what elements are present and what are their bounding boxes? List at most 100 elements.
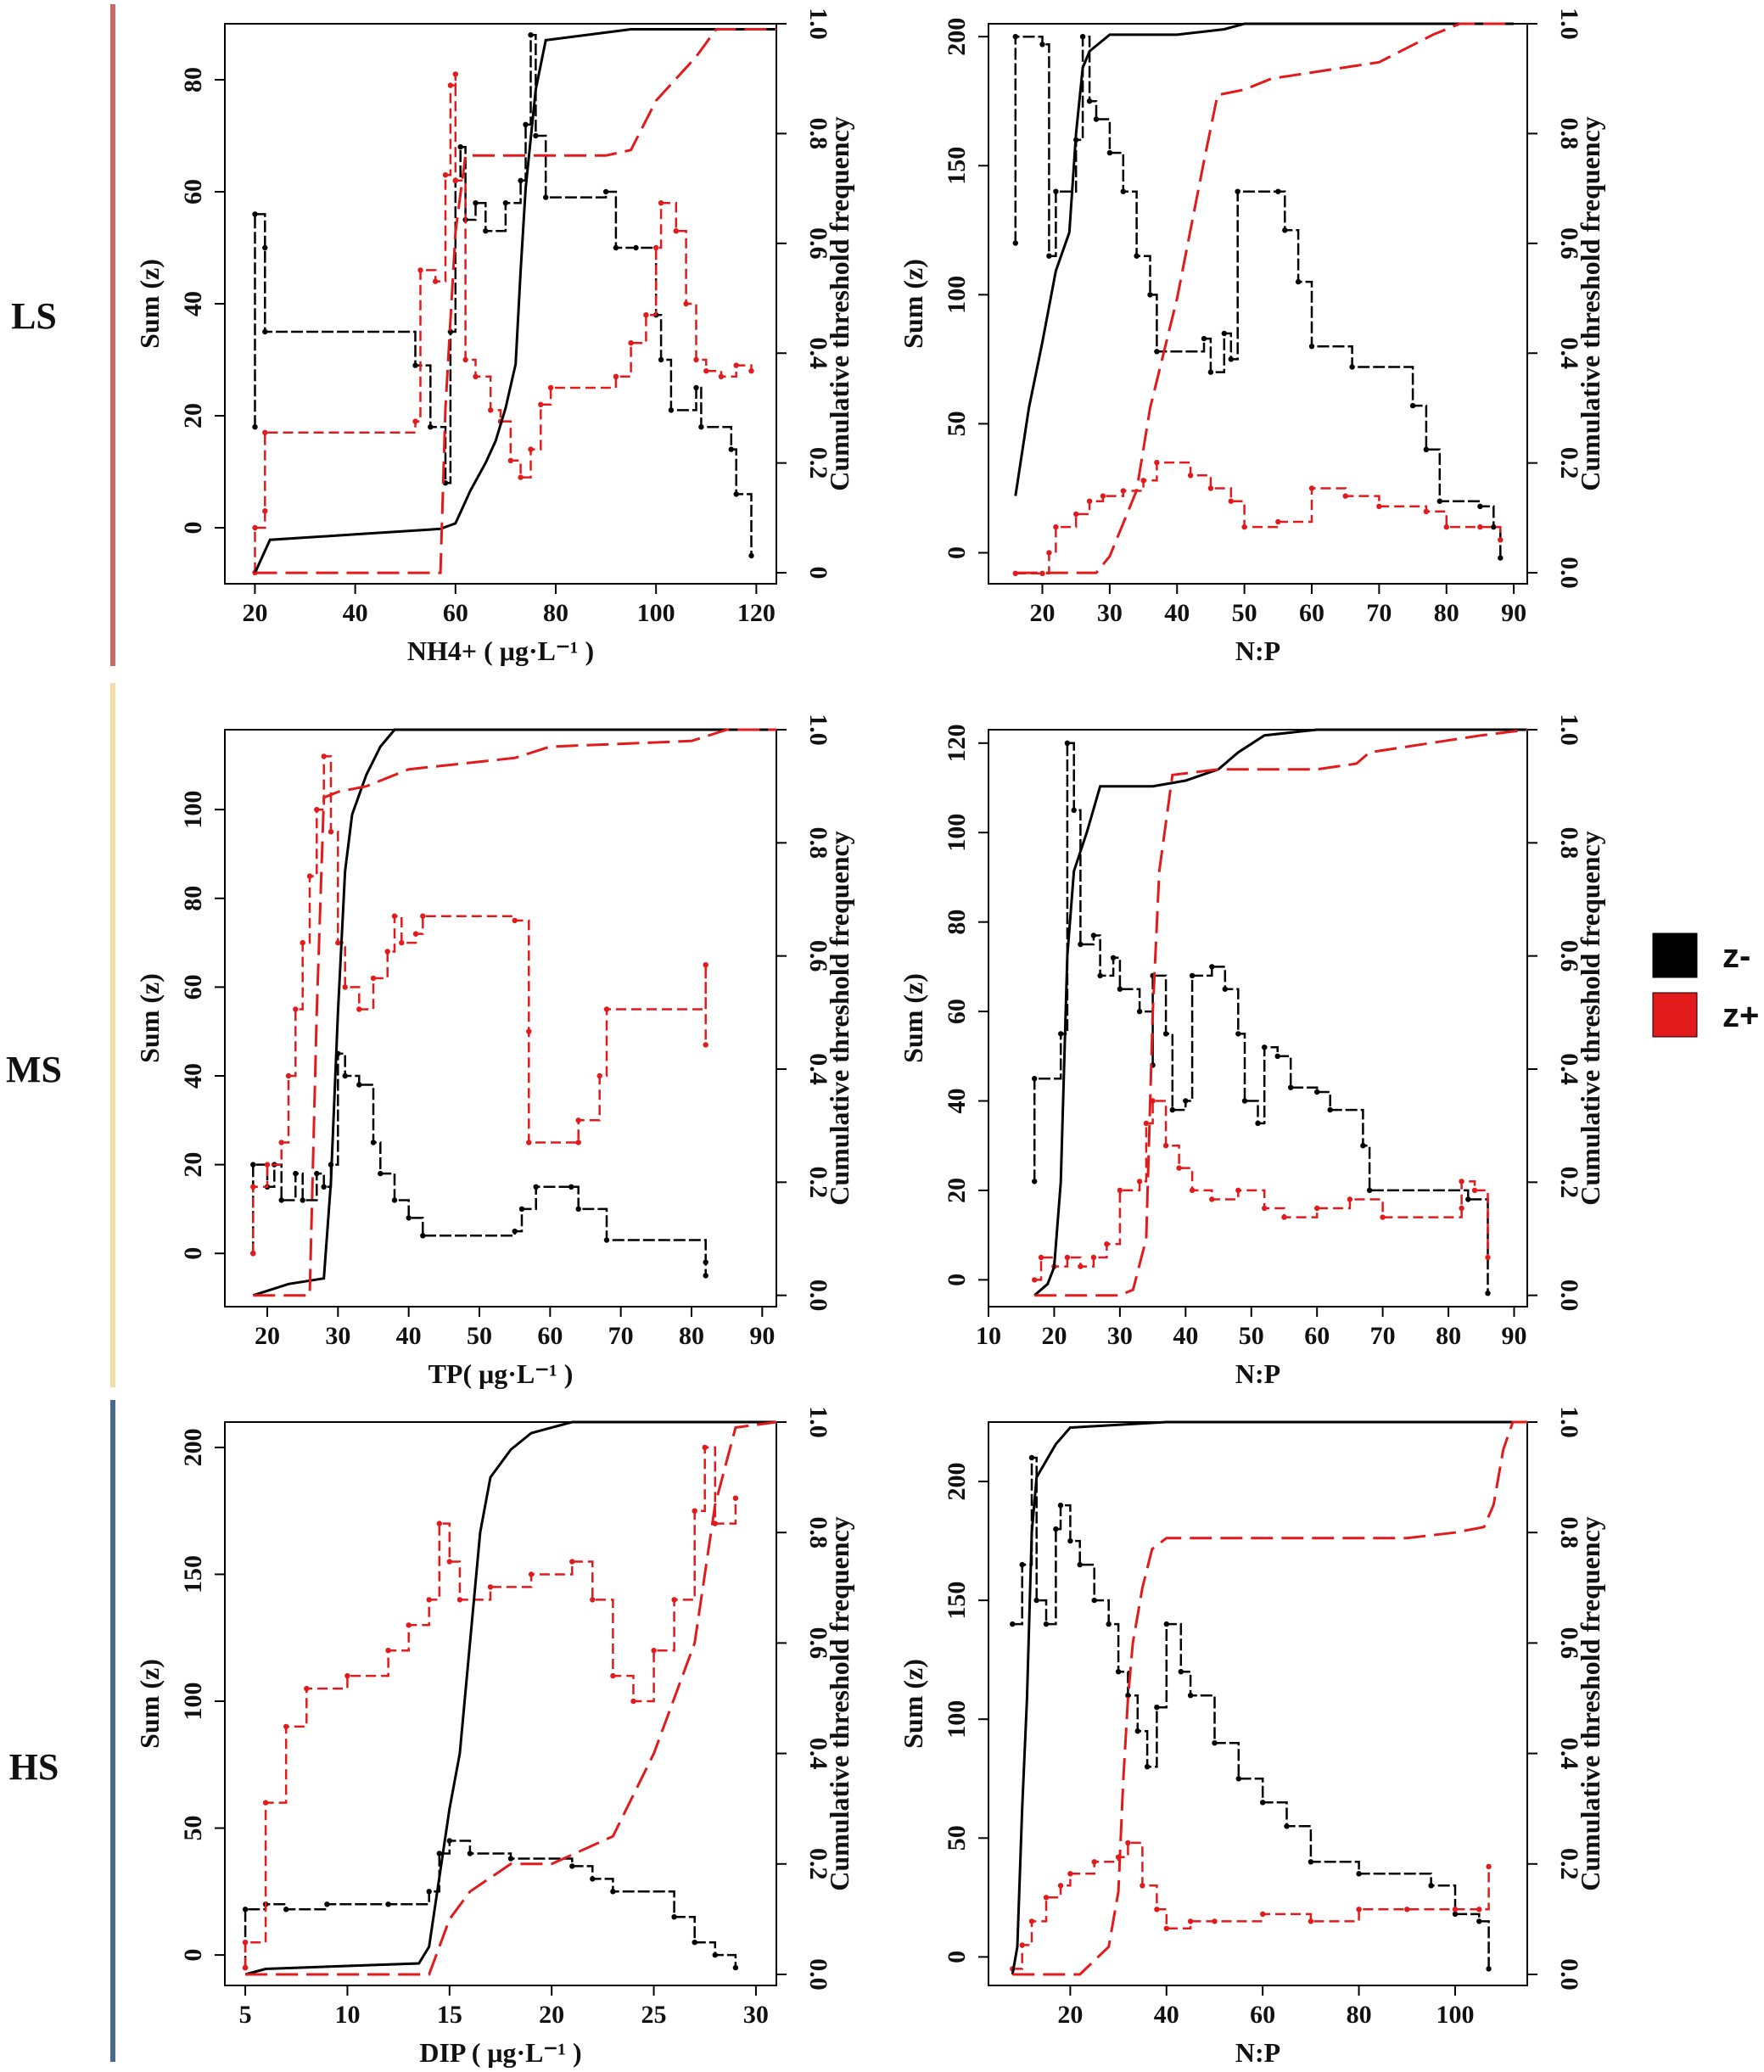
y-tick-label: 100	[179, 791, 207, 829]
z-plus-point	[613, 373, 619, 379]
z-minus-point	[1032, 1179, 1038, 1184]
z-minus-point	[1221, 330, 1228, 337]
z-minus-point	[1057, 1502, 1064, 1509]
z-plus-point	[1143, 1120, 1150, 1127]
z-minus-point	[436, 1851, 442, 1856]
row-label-hs: HS	[9, 1746, 59, 1788]
z-minus-point	[1308, 1859, 1314, 1865]
row-labels: LS MS HS	[6, 4, 115, 2062]
z-minus-point	[703, 1259, 708, 1265]
x-tick-label: 80	[1347, 2001, 1372, 2029]
z-plus-point	[1189, 1187, 1196, 1194]
z-minus-point	[1212, 1740, 1218, 1746]
y2-tick-label: 0.8	[1555, 827, 1583, 860]
z-plus-point	[1187, 1918, 1194, 1924]
z-minus-point	[1091, 1597, 1097, 1604]
z-plus-point	[528, 446, 534, 452]
z-plus-point	[1091, 1859, 1097, 1865]
legend-label-z-plus: z+	[1722, 997, 1759, 1034]
z-plus-point	[321, 753, 327, 759]
z-plus-cdf-line	[1015, 22, 1515, 574]
y2-tick-label: 0.0	[804, 1958, 832, 1991]
z-plus-point	[487, 1584, 494, 1590]
y2-tick-label: 0.2	[804, 1848, 832, 1880]
z-plus-point	[526, 1140, 532, 1145]
z-plus-point	[1471, 1187, 1478, 1194]
z-minus-point	[712, 1952, 718, 1958]
y2-tick-label: 1.0	[804, 1406, 832, 1438]
z-plus-point	[1019, 1942, 1025, 1948]
z-minus-point	[668, 407, 675, 413]
x-axis-label: DIP ( μg·L⁻¹ )	[419, 2037, 581, 2068]
z-plus-point	[1342, 493, 1348, 499]
z-minus-point	[1106, 149, 1113, 156]
z-minus-point	[391, 1197, 398, 1203]
z-minus-point	[1039, 42, 1045, 48]
z-minus-point	[1019, 1561, 1025, 1568]
z-plus-point	[250, 1251, 256, 1257]
y2-tick-label: 0.8	[804, 118, 832, 150]
x-tick-label: 10	[334, 2001, 360, 2029]
z-minus-point	[1235, 188, 1240, 194]
z-plus-cdf-line	[1034, 728, 1528, 1297]
z-minus-point	[300, 1197, 305, 1203]
legend-swatch-z-plus	[1652, 992, 1698, 1038]
z-minus-point	[1090, 932, 1097, 938]
z-minus-point	[1241, 1098, 1248, 1104]
z-minus-point	[569, 1863, 575, 1869]
z-minus-point	[262, 244, 268, 251]
z-plus-point	[1477, 524, 1483, 530]
y-tick-label: 50	[943, 411, 971, 436]
x-tick-label: 5	[239, 2001, 252, 2029]
z-minus-point	[242, 1907, 249, 1912]
z-plus-point	[1073, 511, 1079, 518]
y2-tick-label: 0.8	[1555, 118, 1583, 150]
y2-tick-label: 0.6	[1555, 940, 1583, 972]
y2-tick-label: 0.0	[1555, 1280, 1583, 1312]
z-minus-point	[1032, 1076, 1038, 1082]
y-tick-label: 0	[179, 522, 207, 535]
z-minus-point	[1235, 1031, 1241, 1037]
legend-label-z-minus: z-	[1722, 938, 1750, 975]
z-minus-point	[252, 211, 258, 217]
z-minus-point	[602, 188, 609, 195]
x-tick-label: 15	[437, 2001, 462, 2029]
z-plus-point	[1140, 478, 1146, 484]
x-tick-label: 90	[1502, 1322, 1527, 1350]
z-minus-point	[1308, 344, 1315, 350]
z-minus-point	[1349, 364, 1355, 370]
y-tick-label: 60	[179, 179, 207, 204]
z-minus-point	[1110, 955, 1117, 961]
x-tick-label: 80	[679, 1322, 704, 1350]
z-minus-point	[1162, 1031, 1169, 1037]
y-tick-label: 0	[179, 1949, 207, 1962]
z-plus-point	[1275, 518, 1281, 525]
z-minus-point	[533, 132, 539, 139]
z-minus-point	[528, 32, 534, 38]
z-plus-point	[1136, 1179, 1143, 1184]
x-tick-label: 20	[1041, 1322, 1067, 1350]
y2-tick-label: 0.0	[1555, 1958, 1583, 1991]
z-minus-point	[1260, 1800, 1266, 1806]
z-minus-point	[293, 1170, 299, 1177]
chart-panel-4: 10 20 30 40 50 60 70 80 90 0 20 40 60 80 100 120 0.0 0.2 0…	[898, 714, 1605, 1389]
z-minus-point	[1097, 972, 1103, 979]
x-tick-label: 50	[1232, 599, 1257, 627]
z-minus-point	[324, 1901, 330, 1907]
z-minus-point	[1189, 972, 1196, 979]
y-tick-label: 0	[943, 546, 971, 559]
z-plus-point	[433, 278, 439, 284]
z-minus-point	[698, 424, 704, 430]
z-plus-point	[703, 368, 709, 374]
z-minus-point	[1486, 1966, 1492, 1972]
z-minus-point	[1067, 1537, 1073, 1544]
z-plus-point	[1086, 498, 1093, 504]
z-minus-point	[1366, 1187, 1373, 1194]
x-tick-label: 20	[242, 599, 267, 627]
z-minus-point	[1115, 1669, 1122, 1675]
z-plus-point	[1476, 1907, 1482, 1912]
z-plus-point	[1308, 485, 1315, 491]
z-minus-point	[703, 1273, 708, 1279]
z-minus-point	[1465, 1196, 1471, 1202]
z-plus-point	[442, 172, 449, 178]
